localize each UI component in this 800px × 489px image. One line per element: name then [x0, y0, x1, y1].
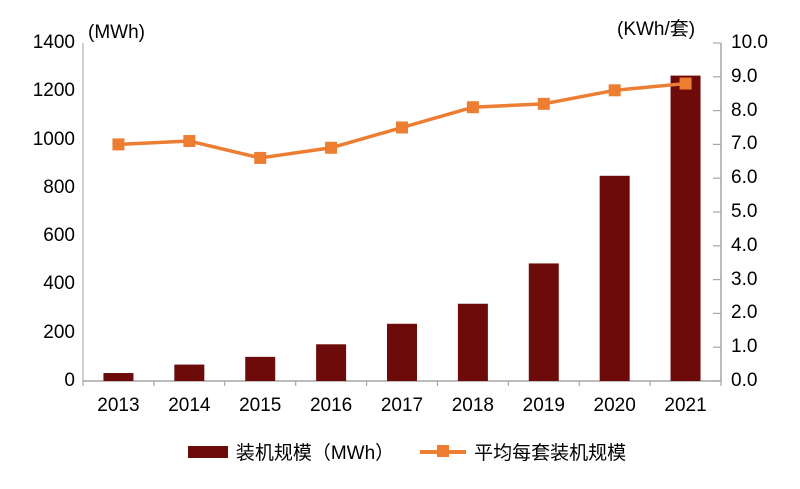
line-marker-2014 — [183, 135, 196, 148]
right-axis-tick-label: 1.0 — [731, 336, 758, 358]
line-legend-marker — [437, 445, 450, 457]
x-axis-label: 2017 — [380, 395, 424, 416]
bar-2016 — [316, 344, 347, 381]
left-axis-tick-label: 1200 — [32, 80, 75, 102]
x-axis-label: 2021 — [664, 395, 707, 416]
left-axis-tick-label: 200 — [43, 321, 75, 343]
line-marker-2018 — [466, 101, 479, 114]
right-axis-tick-label: 0.0 — [731, 370, 758, 391]
line-marker-2017 — [396, 121, 408, 134]
line-marker-2020 — [608, 84, 621, 97]
x-axis-label: 2013 — [97, 395, 140, 416]
bar-legend-label: 装机规模（MWh） — [235, 443, 395, 464]
left-axis-title: (MWh) — [88, 22, 145, 43]
right-axis-tick-label: 10.0 — [731, 32, 768, 53]
line-marker-2021 — [679, 77, 692, 90]
x-axis-label: 2014 — [168, 395, 211, 416]
right-axis-tick-label: 9.0 — [731, 65, 758, 87]
bar-2015 — [245, 356, 276, 381]
right-axis-tick-label: 4.0 — [731, 234, 758, 256]
line-legend-label: 平均每套装机规模 — [474, 443, 627, 464]
left-axis-tick-label: 1000 — [32, 128, 75, 150]
bar-2021 — [670, 75, 701, 381]
line-marker-2013 — [112, 138, 125, 151]
bar-2018 — [457, 303, 488, 381]
right-axis-tick-label: 8.0 — [731, 99, 758, 121]
right-axis-tick-label: 2.0 — [731, 302, 758, 324]
line-marker-2019 — [537, 97, 550, 110]
left-axis-tick-label: 800 — [43, 176, 75, 198]
right-axis-tick-label: 6.0 — [731, 167, 758, 189]
x-axis-label: 2020 — [593, 395, 636, 416]
bar-2020 — [599, 175, 630, 381]
line-marker-2015 — [254, 151, 267, 164]
left-axis-tick-label: 1400 — [32, 32, 75, 53]
right-axis-tick-label: 7.0 — [731, 133, 758, 155]
bar-2017 — [387, 323, 417, 381]
bar-2019 — [528, 263, 559, 381]
chart-legend: 装机规模（MWh） 平均每套装机规模 — [0, 438, 800, 465]
legend-item-bar: 装机规模（MWh） — [187, 438, 395, 465]
bar-legend-swatch — [187, 445, 228, 458]
bar-2014 — [174, 364, 205, 381]
x-axis-label: 2015 — [239, 395, 282, 416]
right-axis-tick-label: 5.0 — [731, 201, 758, 222]
right-axis-tick-label: 3.0 — [731, 268, 758, 290]
line-series — [116, 81, 688, 160]
bar-2013 — [103, 373, 134, 381]
x-axis-label: 2019 — [522, 395, 565, 416]
x-axis-label: 2018 — [451, 395, 495, 416]
line-marker-2016 — [325, 141, 338, 154]
left-axis-tick-label: 0 — [64, 370, 75, 391]
x-axis-label: 2016 — [309, 395, 353, 416]
left-axis-tick-label: 600 — [43, 225, 75, 247]
left-axis-tick-label: 400 — [43, 273, 75, 295]
legend-item-line: 平均每套装机规模 — [420, 438, 626, 465]
right-axis-title: (KWh/套) — [617, 19, 696, 40]
line-legend-swatch — [420, 445, 467, 458]
